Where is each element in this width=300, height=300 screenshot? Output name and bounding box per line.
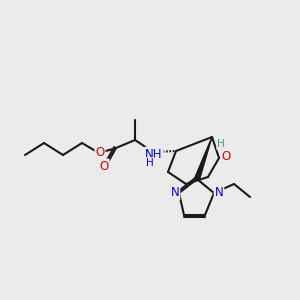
Text: O: O [95, 146, 105, 158]
Text: O: O [221, 151, 231, 164]
Text: N: N [171, 187, 179, 200]
Text: O: O [99, 160, 109, 172]
Text: NH: NH [145, 148, 163, 160]
Text: N: N [214, 185, 224, 199]
Polygon shape [195, 137, 212, 180]
Text: H: H [217, 139, 225, 149]
Text: H: H [146, 158, 154, 168]
